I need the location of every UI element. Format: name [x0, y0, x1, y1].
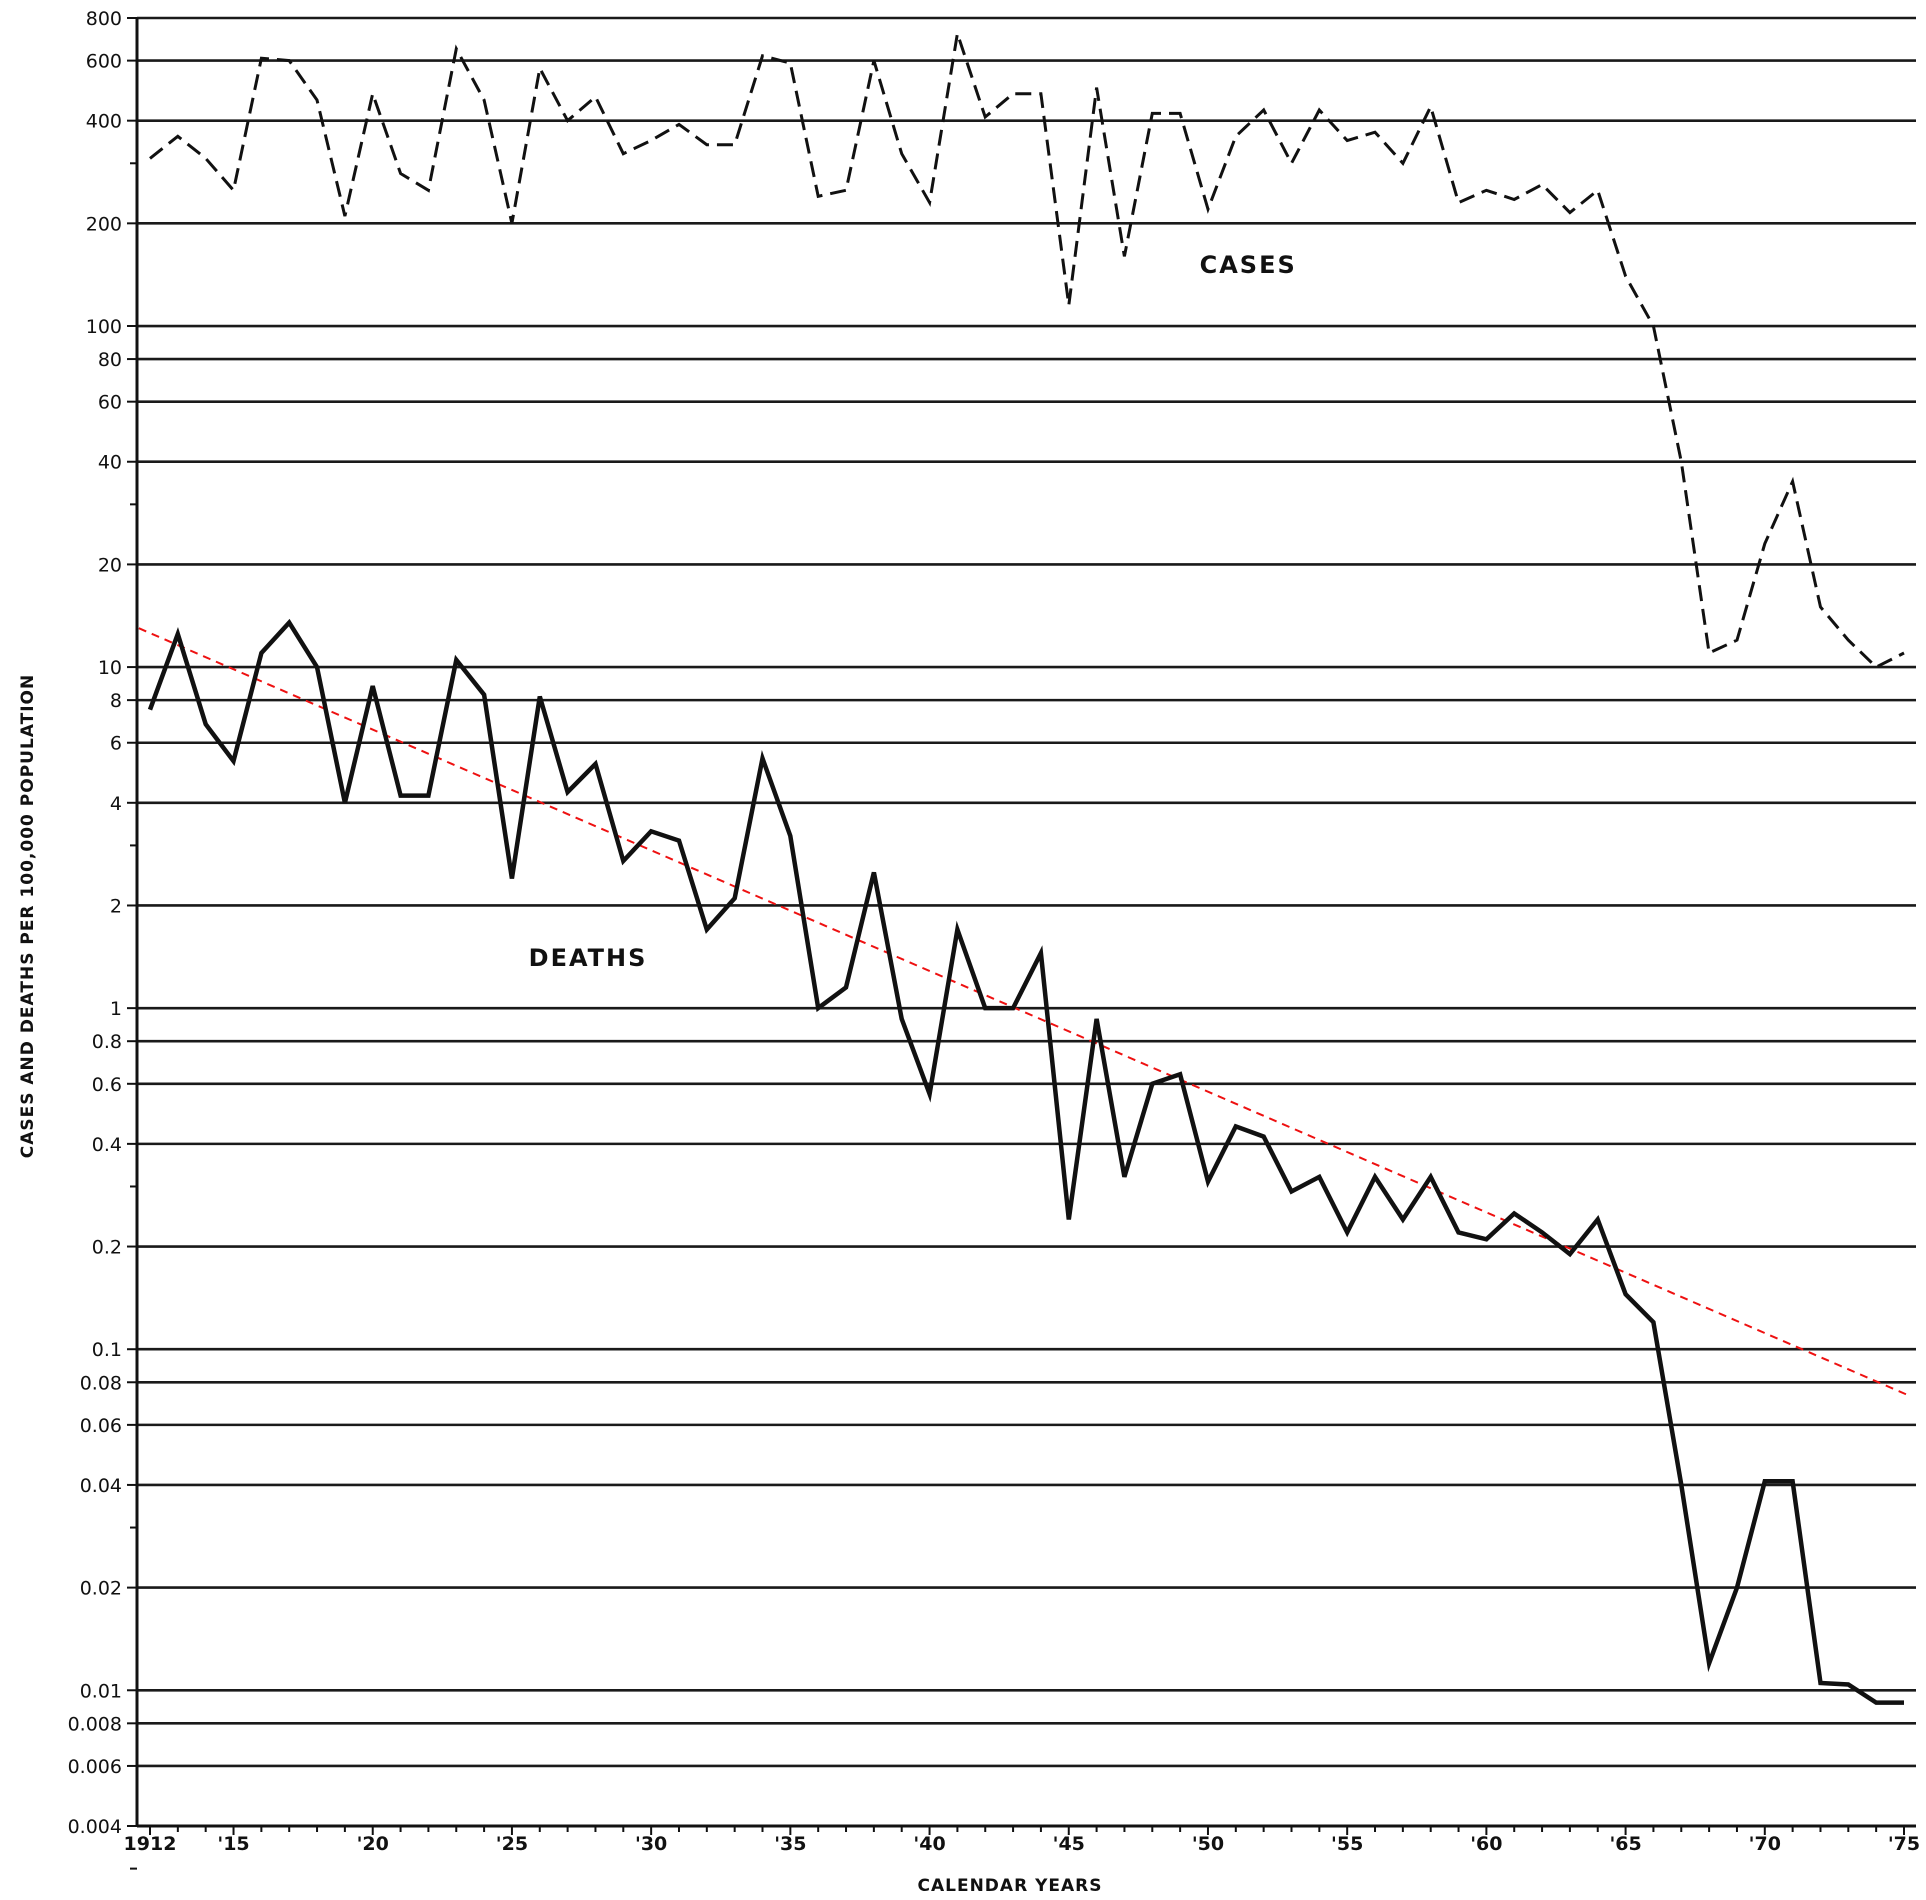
x-tick-label: '35 — [774, 1833, 806, 1855]
y-tick-label: 0.006 — [68, 1756, 122, 1778]
y-tick-label: 0.008 — [68, 1713, 122, 1735]
x-tick-label: '45 — [1053, 1833, 1085, 1855]
y-tick-label: 0.1 — [92, 1339, 122, 1361]
x-tick-label: '65 — [1609, 1833, 1641, 1855]
series-label-deaths: DEATHS — [529, 944, 648, 972]
y-tick-label: 2 — [110, 895, 122, 917]
x-tick-label: '75 — [1888, 1833, 1920, 1855]
series-label-cases: CASES — [1200, 251, 1297, 279]
x-tick-label: '30 — [635, 1833, 667, 1855]
x-tick-label: '40 — [913, 1833, 945, 1855]
y-tick-label: 0.8 — [92, 1031, 122, 1053]
y-tick-label: 6 — [110, 733, 122, 755]
y-tick-label: 20 — [98, 554, 122, 576]
x-axis-ticks: 1912 '15 '20 '25 '30 '35 '40 '45 '50 '55 '60 '65 '70… — [124, 1826, 1920, 1855]
x-tick-label: '15 — [217, 1833, 249, 1855]
series-line-deaths — [147, 618, 1904, 1705]
series-line-cases — [149, 33, 1905, 669]
x-tick-label: '60 — [1470, 1833, 1502, 1855]
y-tick-label: 0.04 — [80, 1475, 122, 1497]
x-tick-label: '70 — [1749, 1833, 1781, 1855]
y-tick-label: 60 — [98, 392, 122, 414]
y-tick-label: 600 — [86, 51, 122, 73]
y-tick-label: 0.08 — [80, 1372, 122, 1394]
y-tick-label: 0.4 — [92, 1134, 122, 1156]
x-tick-label: '25 — [496, 1833, 528, 1855]
y-axis-ticks: 800 600 400 200 100 80 60 40 20 10 8 6 4 2 1 0.8 0.6 0.4 0… — [68, 8, 137, 1870]
x-tick-label: '50 — [1192, 1833, 1224, 1855]
y-axis-title: CASES AND DEATHS PER 100,000 POPULATION — [18, 674, 38, 1159]
y-tick-label: 0.02 — [80, 1578, 122, 1600]
y-tick-label: 80 — [98, 349, 122, 371]
y-tick-label: 1 — [110, 998, 122, 1020]
y-tick-label: 4 — [110, 793, 122, 815]
x-tick-label: '20 — [357, 1833, 389, 1855]
y-tick-label: 400 — [86, 111, 122, 133]
y-tick-label: 10 — [98, 657, 122, 679]
y-tick-label: 0.01 — [80, 1680, 122, 1702]
y-tick-label: 0.004 — [68, 1816, 122, 1838]
x-tick-label: '55 — [1331, 1833, 1363, 1855]
y-tick-label: 8 — [110, 690, 122, 712]
x-tick-label: 1912 — [124, 1833, 177, 1855]
y-tick-label: 0.6 — [92, 1074, 122, 1096]
y-tick-label: 0.2 — [92, 1237, 122, 1259]
y-tick-label: 40 — [98, 452, 122, 474]
y-tick-label: 200 — [86, 213, 122, 235]
y-tick-label: 800 — [86, 8, 122, 30]
y-tick-label: 0.06 — [80, 1415, 122, 1437]
gridlines — [137, 16, 1916, 1828]
x-axis-title: CALENDAR YEARS — [918, 1876, 1103, 1896]
y-tick-label: 100 — [86, 316, 122, 338]
